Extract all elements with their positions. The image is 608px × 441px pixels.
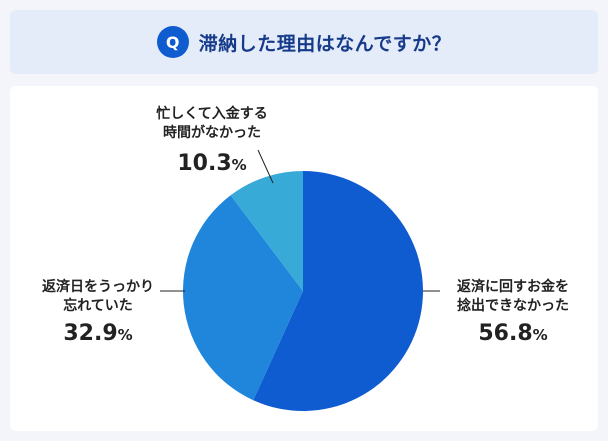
slice-label-3-line-1: 忙しくて入金する [156, 105, 268, 122]
pie-slice-3 [230, 171, 303, 291]
slice-label-1-line-2: 捻出できなかった [457, 297, 569, 314]
slice-value-1: 56.8% [478, 321, 547, 346]
slice-value-2: 32.9% [63, 321, 132, 346]
leader-line-3 [257, 149, 274, 184]
question-badge: Q [156, 26, 189, 58]
slice-label-3-line-2: 時間がなかった [163, 124, 261, 141]
question-title: 滞納した理由はなんですか？ [198, 32, 452, 55]
slice-label-1-line-1: 返済に回すお金を [457, 278, 569, 295]
question-header: Q 滞納した理由はなんですか？ [10, 10, 598, 74]
pie-slice-2 [182, 195, 303, 401]
slice-label-2-line-1: 返済日をうっかり [42, 278, 154, 295]
pie-slice-1 [253, 171, 423, 411]
slice-label-2-line-2: 忘れていた [63, 297, 133, 314]
slice-value-3: 10.3% [177, 151, 246, 176]
